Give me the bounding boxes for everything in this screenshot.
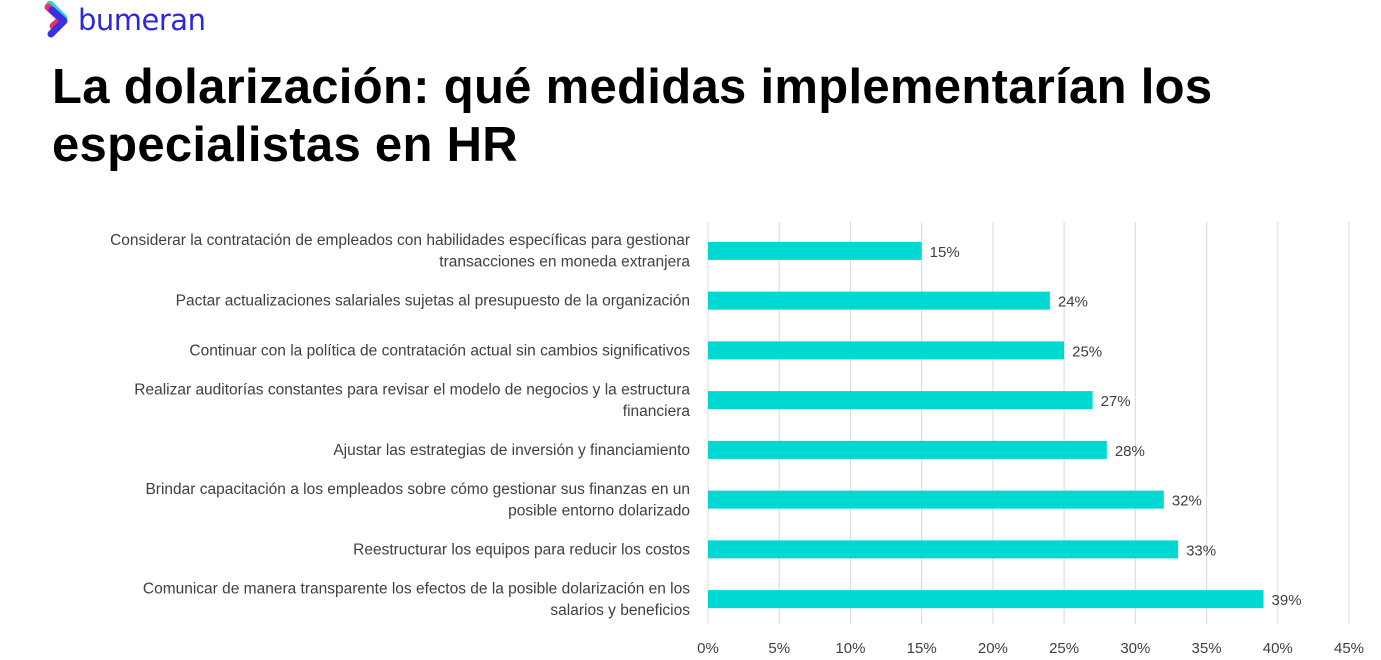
x-tick-label: 25% — [1049, 640, 1079, 657]
x-tick-label: 15% — [907, 640, 937, 657]
data-label: 15% — [930, 244, 960, 261]
category-label: Comunicar de manera transparente los efe… — [143, 580, 690, 619]
bar — [708, 490, 1164, 509]
data-label: 24% — [1058, 294, 1088, 311]
category-label: Brindar capacitación a los empleados sob… — [145, 481, 690, 520]
bumeran-logo: bumeran — [44, 0, 206, 40]
bar — [708, 540, 1179, 559]
x-tick-label: 45% — [1334, 640, 1364, 657]
bar — [708, 590, 1264, 609]
data-label: 33% — [1186, 542, 1216, 559]
data-label: 32% — [1172, 493, 1202, 510]
x-tick-label: 35% — [1192, 640, 1222, 657]
data-label: 27% — [1101, 393, 1131, 410]
category-label: Ajustar las estrategias de inversión y f… — [333, 442, 690, 459]
bar — [708, 241, 922, 260]
x-tick-label: 10% — [835, 640, 865, 657]
bar — [708, 391, 1093, 410]
category-label: Continuar con la política de contratació… — [189, 342, 690, 359]
x-tick-label: 30% — [1120, 640, 1150, 657]
category-label: Considerar la contratación de empleados … — [110, 232, 690, 271]
x-tick-label: 0% — [697, 640, 719, 657]
category-label: Reestructurar los equipos para reducir l… — [353, 541, 690, 558]
category-label: Pactar actualizaciones salariales sujeta… — [176, 293, 690, 310]
bar — [708, 440, 1107, 459]
bumeran-mark-icon — [44, 1, 68, 38]
bar — [708, 341, 1065, 360]
data-label: 25% — [1072, 343, 1102, 360]
x-tick-label: 20% — [978, 640, 1008, 657]
data-label: 28% — [1115, 443, 1145, 460]
logo-text: bumeran — [78, 3, 206, 37]
category-label: Realizar auditorías constantes para revi… — [134, 381, 690, 420]
x-tick-label: 5% — [768, 640, 790, 657]
page-title: La dolarización: qué medidas implementar… — [52, 60, 1213, 172]
data-label: 39% — [1272, 592, 1302, 609]
x-tick-label: 40% — [1263, 640, 1293, 657]
bar — [708, 291, 1050, 310]
